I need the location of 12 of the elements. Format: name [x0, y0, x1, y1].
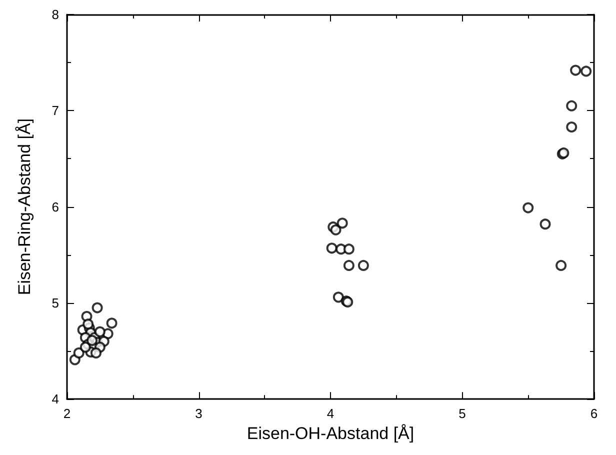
y-tick-label: 7 — [52, 103, 59, 118]
y-tick-label: 6 — [52, 199, 59, 214]
y-tick-label: 5 — [52, 295, 59, 310]
x-tick-label: 6 — [590, 406, 598, 422]
x-axis-title: Eisen-OH-Abstand [Å] — [246, 424, 414, 443]
x-tick-label: 2 — [63, 406, 71, 422]
x-tick-label: 4 — [326, 406, 334, 422]
x-tick-label: 5 — [458, 406, 466, 422]
y-tick-label: 8 — [52, 7, 59, 22]
y-axis-title: Eisen-Ring-Abstand [Å] — [15, 118, 34, 296]
x-tick-label: 3 — [195, 406, 202, 422]
y-tick-label: 4 — [52, 392, 59, 407]
